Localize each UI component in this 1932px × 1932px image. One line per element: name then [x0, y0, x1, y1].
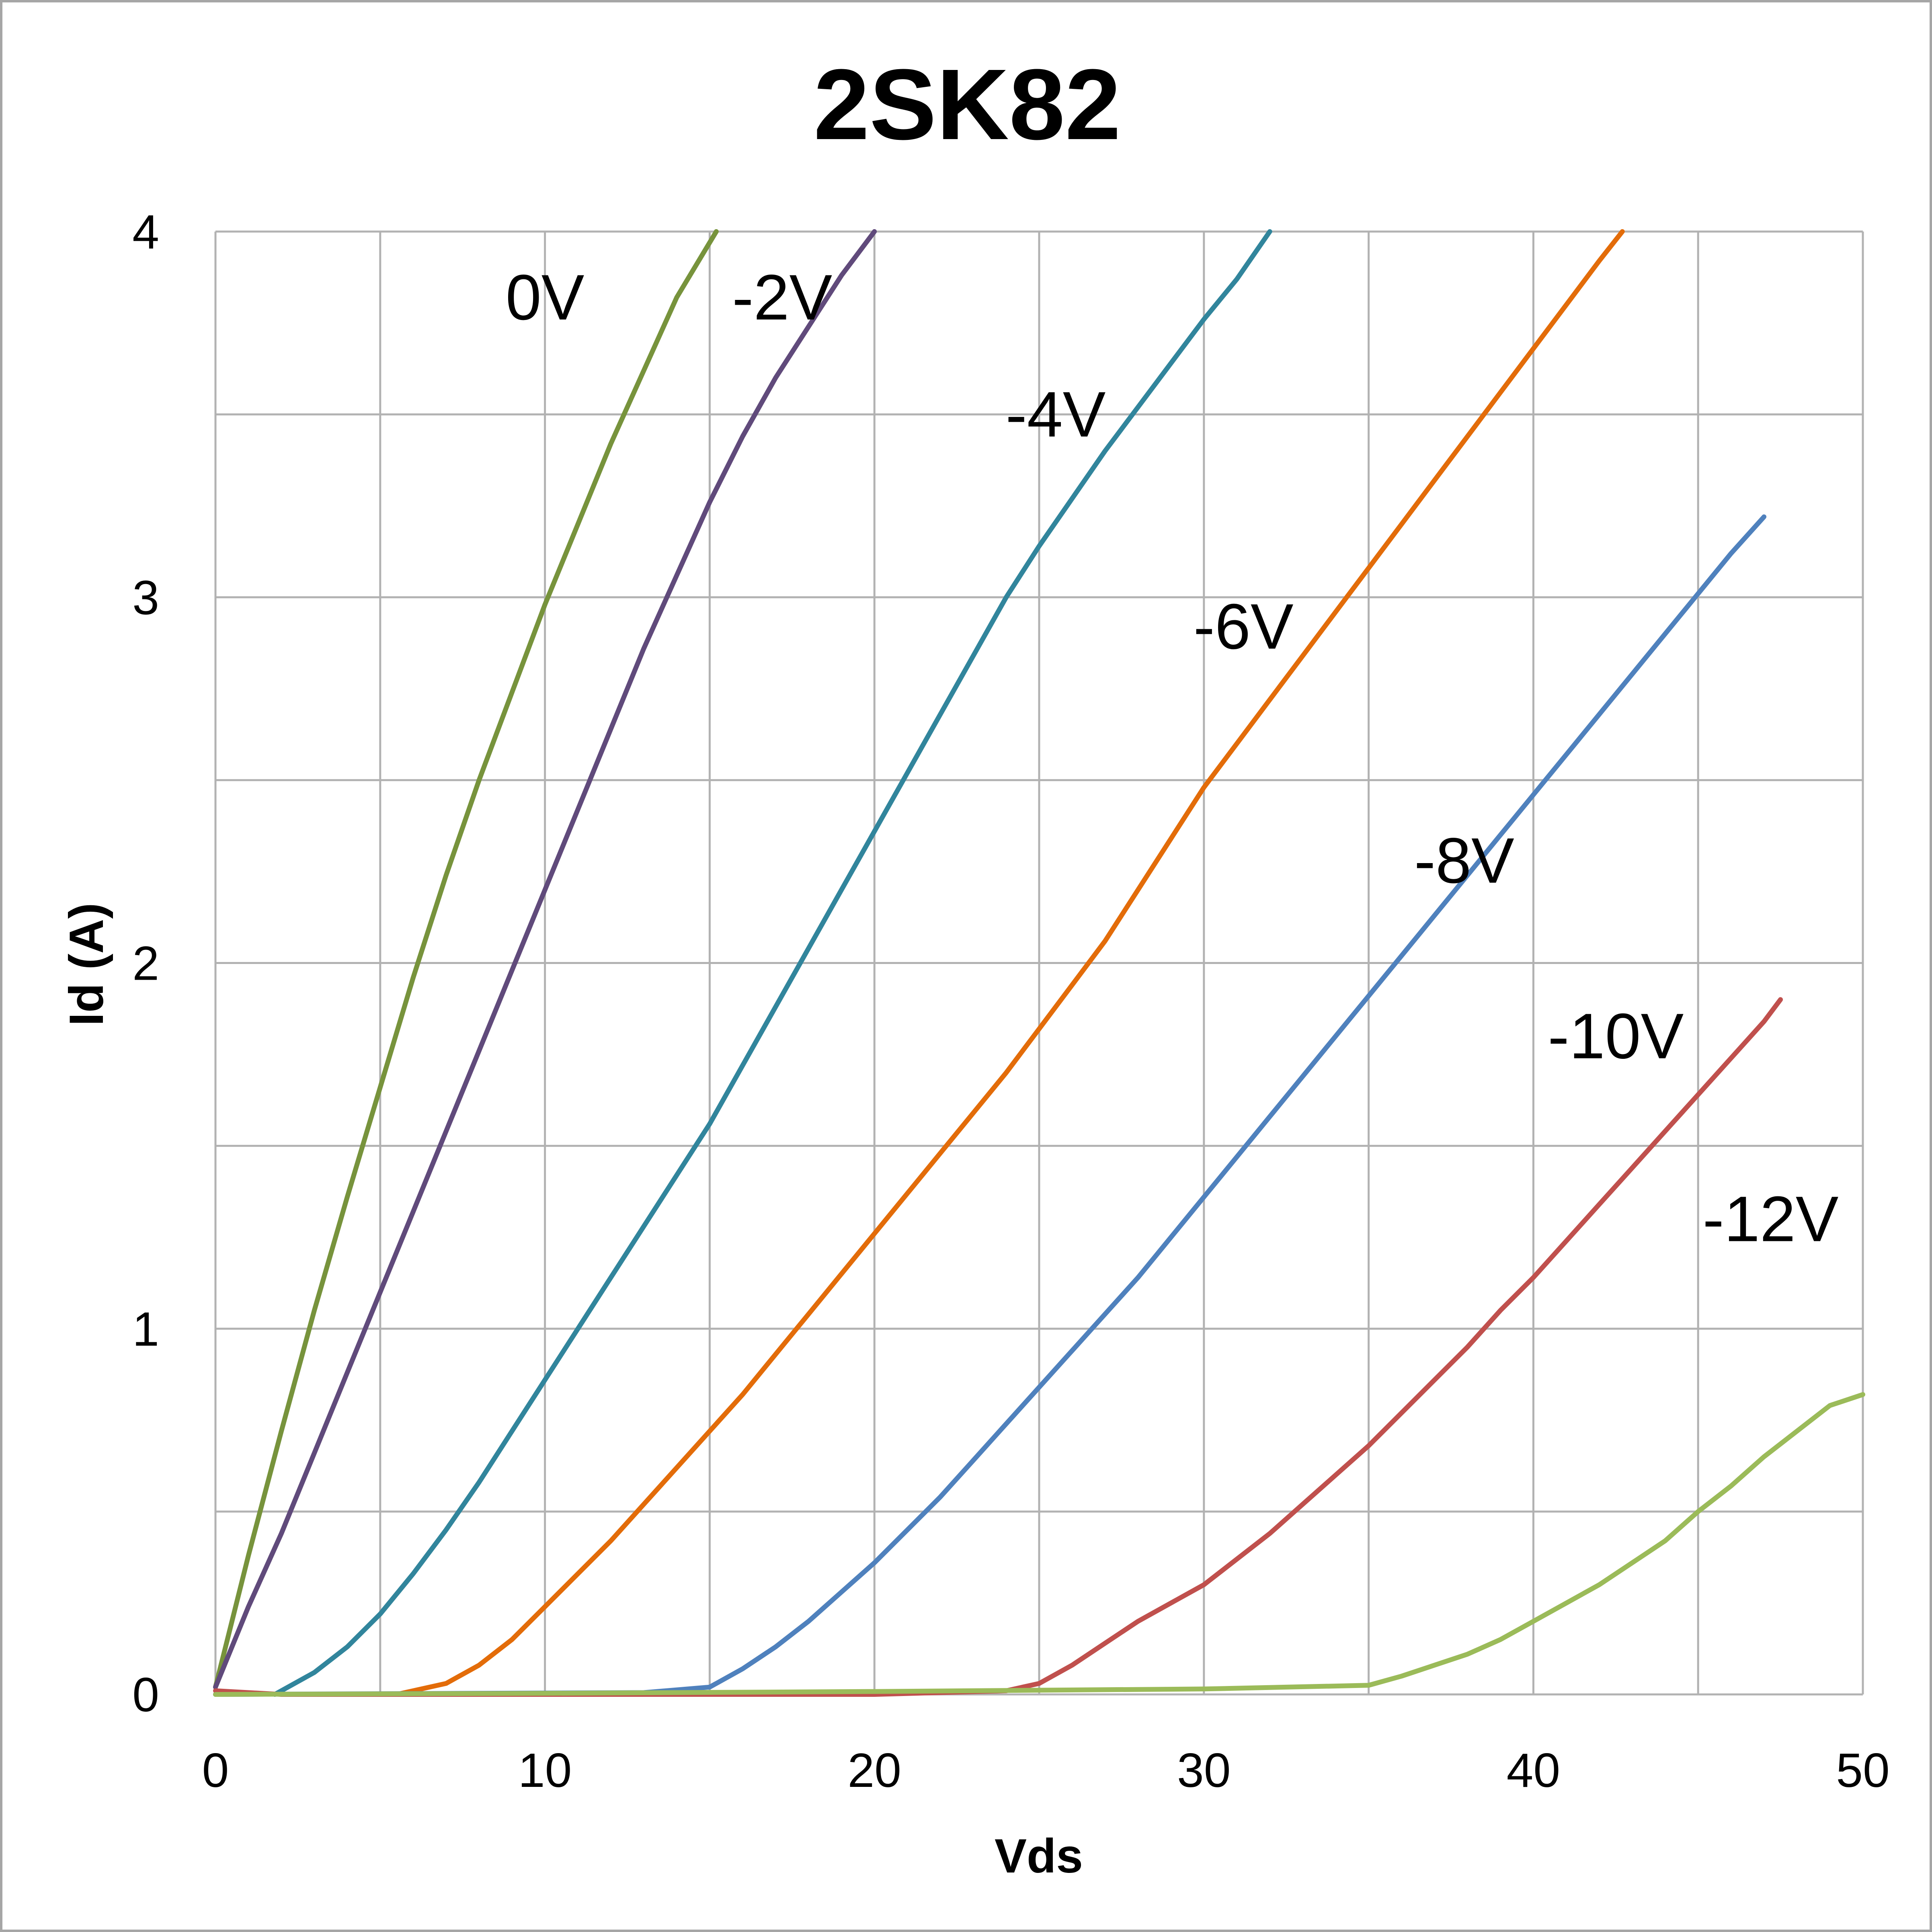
- curve-label: -10V: [1548, 1000, 1684, 1072]
- tick-layer: 0 10 20 30 40 50 0 1 2 3 4: [132, 205, 1889, 1797]
- chart-title: 2SK82: [814, 48, 1121, 160]
- curve-label: -2V: [732, 261, 832, 333]
- series-line-neg8v: [213, 514, 1767, 1697]
- series-line-neg2v: [213, 229, 877, 1690]
- series-line-neg4v: [272, 229, 1272, 1697]
- curve-label: -6V: [1194, 591, 1294, 662]
- curve-label-layer: 0V -2V -4V -6V -8V -10V -12V: [506, 261, 1839, 1255]
- x-tick-label: 30: [1177, 1743, 1231, 1797]
- series-layer: [213, 229, 1865, 1697]
- series-line-neg10v: [213, 997, 1783, 1697]
- y-tick-label: 4: [132, 205, 159, 259]
- series-line-neg12v: [213, 1392, 1865, 1697]
- x-tick-label: 0: [202, 1743, 229, 1797]
- x-tick-label: 10: [518, 1743, 572, 1797]
- x-tick-label: 50: [1836, 1743, 1889, 1797]
- y-tick-label: 1: [132, 1302, 159, 1356]
- y-tick-label: 2: [132, 937, 159, 991]
- curve-label: -12V: [1703, 1183, 1839, 1255]
- grid-layer: [214, 230, 1864, 1696]
- x-tick-label: 40: [1507, 1743, 1560, 1797]
- x-tick-label: 20: [847, 1743, 901, 1797]
- y-tick-label: 0: [132, 1668, 159, 1722]
- y-tick-label: 3: [132, 571, 159, 625]
- x-axis-title: Vds: [995, 1829, 1083, 1883]
- curve-label: -4V: [1005, 378, 1105, 450]
- curve-label: -8V: [1414, 824, 1514, 896]
- y-axis-title: Id (A): [59, 903, 113, 1026]
- series-line-neg6v: [394, 229, 1625, 1697]
- curve-label: 0V: [506, 261, 585, 333]
- series-line-0v: [213, 229, 719, 1690]
